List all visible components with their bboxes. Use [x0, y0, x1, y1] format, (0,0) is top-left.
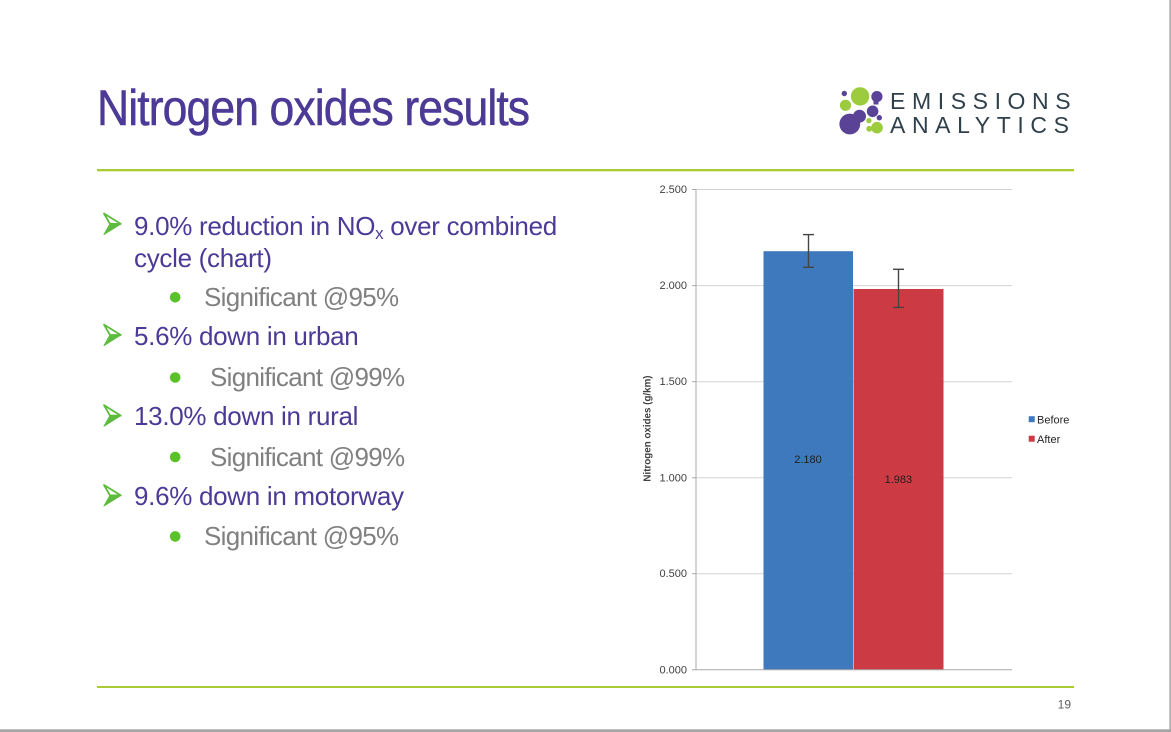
svg-text:1.983: 1.983: [885, 474, 913, 486]
svg-text:Nitrogen oxides (g/km): Nitrogen oxides (g/km): [643, 375, 654, 481]
svg-text:2.000: 2.000: [659, 280, 687, 292]
svg-text:1.500: 1.500: [659, 376, 687, 388]
svg-text:2.500: 2.500: [659, 184, 687, 196]
svg-text:0.500: 0.500: [659, 568, 687, 580]
svg-text:1.000: 1.000: [659, 472, 687, 484]
svg-text:After: After: [1037, 434, 1061, 446]
svg-text:2.180: 2.180: [794, 454, 822, 466]
svg-text:19: 19: [1058, 698, 1072, 712]
svg-text:Before: Before: [1037, 414, 1069, 426]
svg-text:0.000: 0.000: [659, 664, 687, 676]
